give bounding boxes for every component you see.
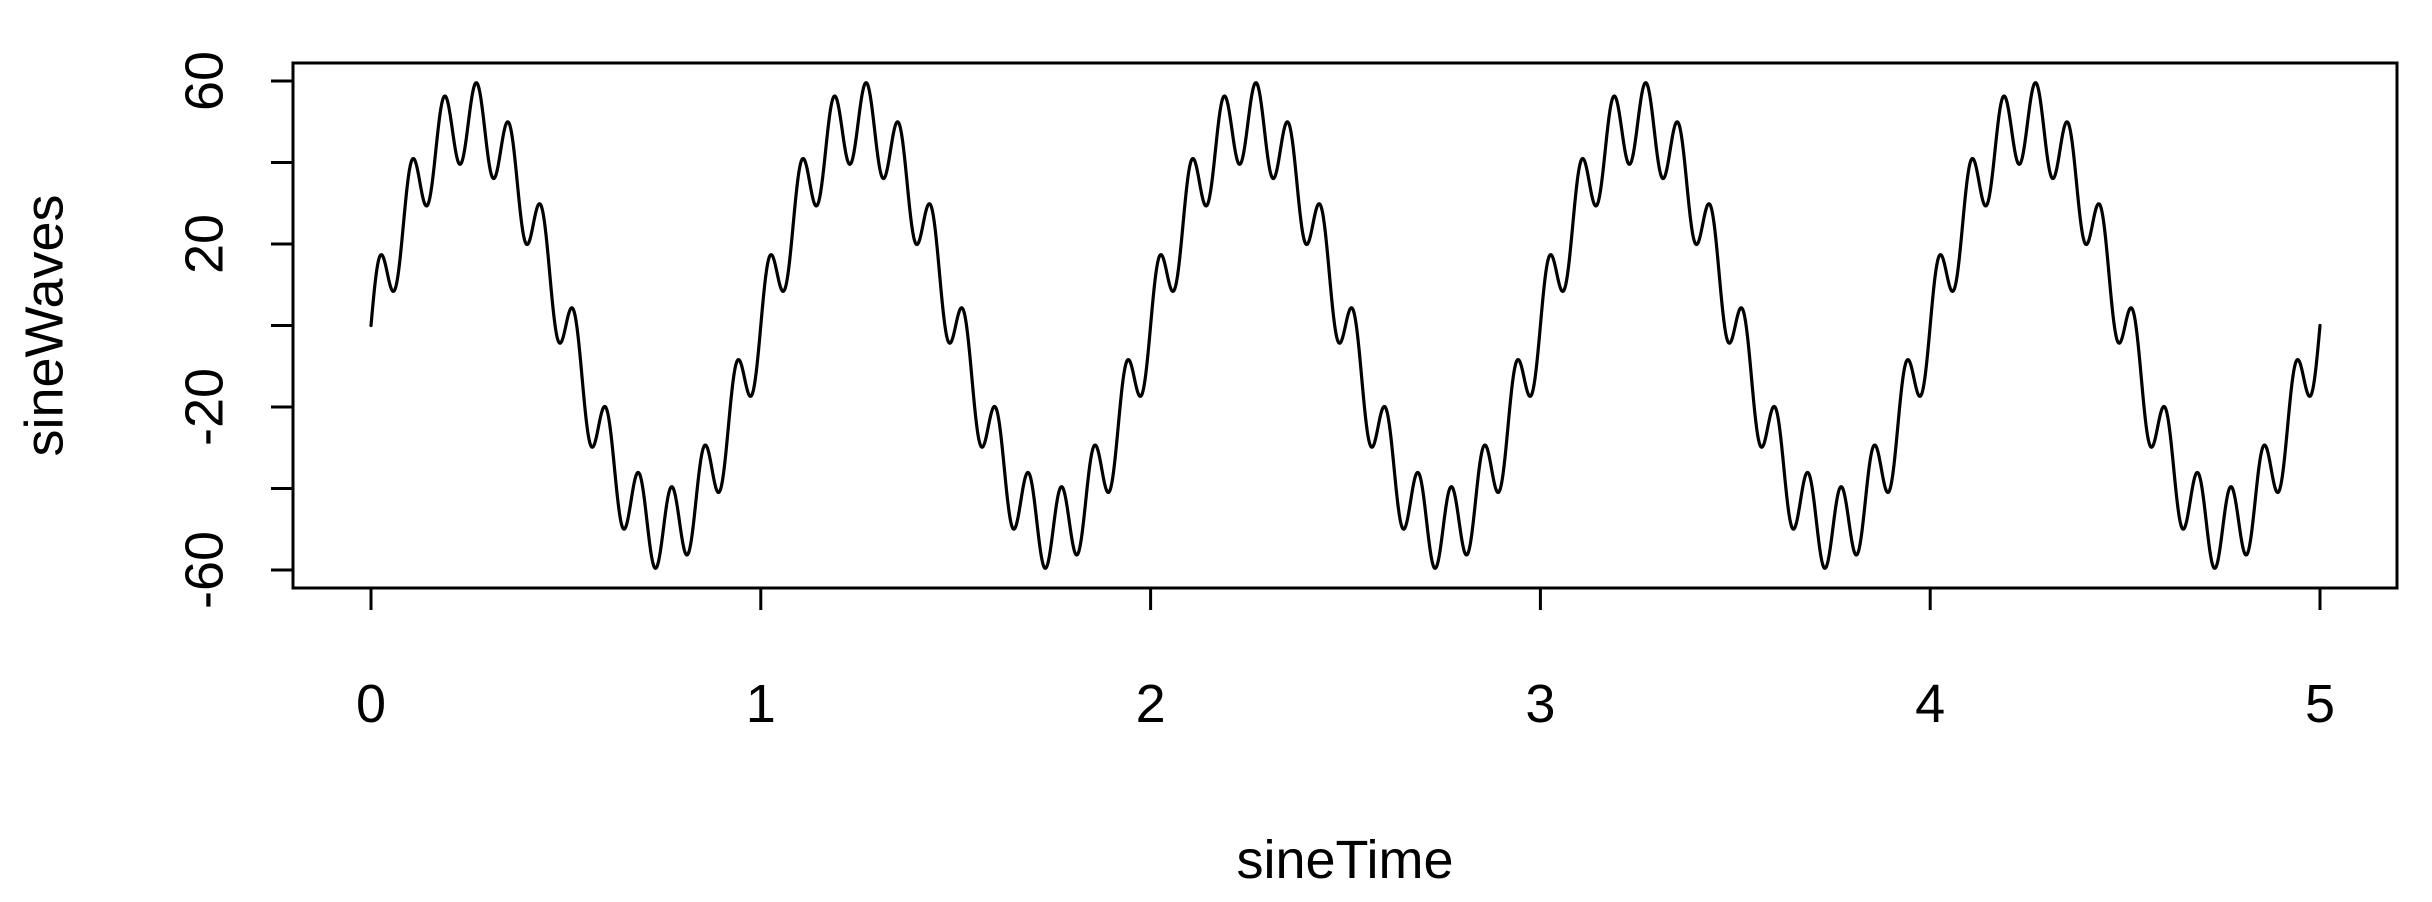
y-tick-label: 20 (174, 214, 234, 274)
x-axis-label: sineTime (1236, 830, 1453, 890)
x-tick-label: 5 (2305, 674, 2335, 734)
axes-layer: 0 1 2 3 4 5 -60 -20 20 60 (174, 51, 2335, 734)
x-tick-label: 1 (746, 674, 776, 734)
series-line (369, 81, 2322, 570)
series-layer (369, 81, 2322, 570)
y-axis-label: sineWaves (14, 194, 74, 456)
y-tick-label: -60 (174, 531, 234, 609)
y-tick-label: 60 (174, 51, 234, 111)
x-tick-label: 4 (1915, 674, 1945, 734)
x-tick-label: 2 (1136, 674, 1166, 734)
x-tick-label: 3 (1525, 674, 1555, 734)
x-tick-label: 0 (356, 674, 386, 734)
y-tick-label: -20 (174, 368, 234, 446)
